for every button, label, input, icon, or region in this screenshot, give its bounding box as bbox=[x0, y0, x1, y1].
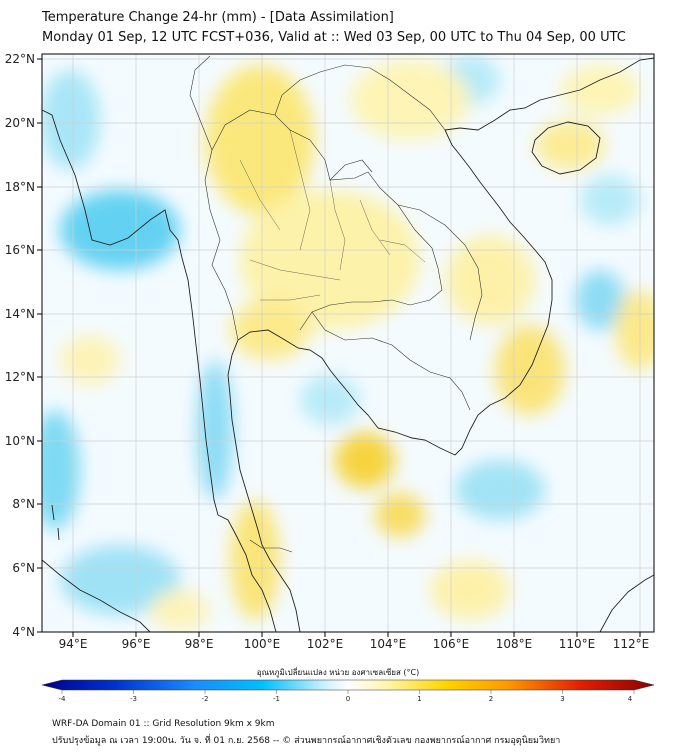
map-title: Temperature Change 24-hr (mm) - [Data As… bbox=[42, 10, 394, 25]
graticule bbox=[42, 54, 654, 632]
lat-label: 10°N bbox=[5, 434, 35, 448]
field-blob-yellow-gulf bbox=[335, 432, 395, 488]
field-blob-yellow-central bbox=[240, 190, 420, 330]
field-blob-yellow-east bbox=[495, 325, 565, 415]
malaysia-border bbox=[249, 539, 293, 553]
lon-label: 104°E bbox=[370, 637, 407, 651]
field-blob-blue-west2 bbox=[42, 410, 80, 530]
colorbar-label: 1 bbox=[417, 695, 421, 703]
lat-label: 8°N bbox=[12, 497, 35, 511]
colorbar-label: -4 bbox=[59, 695, 67, 703]
lon-ticks bbox=[72, 632, 641, 637]
field-blob-blue-sea bbox=[455, 460, 545, 520]
china-border bbox=[274, 64, 446, 131]
coastlines bbox=[42, 57, 654, 632]
peninsula-east bbox=[227, 329, 379, 632]
field-blob-yellow-peninsula bbox=[230, 500, 280, 620]
lat-label: 22°N bbox=[5, 52, 35, 66]
lat-label: 20°N bbox=[5, 116, 35, 130]
peninsula-west bbox=[217, 514, 277, 632]
lon-label: 94°E bbox=[59, 637, 88, 651]
colorbar-ticks bbox=[61, 690, 635, 694]
colorbar-label: 4 bbox=[628, 695, 633, 703]
thailand-border bbox=[211, 109, 443, 331]
cambodia-border bbox=[311, 311, 471, 411]
colorbar-label: 0 bbox=[346, 695, 350, 703]
temperature-field bbox=[42, 54, 654, 632]
footer-model-info: WRF-DA Domain 01 :: Grid Resolution 9km … bbox=[52, 719, 275, 729]
borneo-coast bbox=[599, 574, 654, 632]
lon-label: 106°E bbox=[433, 637, 470, 651]
lat-label: 18°N bbox=[5, 180, 35, 194]
china-coast bbox=[444, 57, 654, 131]
field-blob-blue-gulf bbox=[300, 375, 360, 425]
field-blob-yellow-top bbox=[350, 60, 470, 140]
cambodia-vietnam-coast bbox=[377, 129, 553, 456]
lon-label: 96°E bbox=[122, 637, 151, 651]
lon-label: 110°E bbox=[559, 637, 596, 651]
lon-label: 100°E bbox=[244, 637, 281, 651]
borders bbox=[189, 55, 483, 553]
colorbar-label: -3 bbox=[130, 695, 137, 703]
field-blob-yellow-hainan bbox=[535, 120, 605, 170]
colorbar-label: 3 bbox=[560, 695, 564, 703]
field-blob-yellow-sw bbox=[150, 590, 210, 630]
myanmar-coast bbox=[42, 109, 219, 516]
colorbar-label: 2 bbox=[489, 695, 493, 703]
laos-border bbox=[329, 159, 483, 341]
field-blob-blue-west bbox=[42, 70, 100, 170]
lat-labels: 22°N 20°N 18°N 16°N 14°N 12°N 10°N 8°N 6… bbox=[5, 52, 35, 639]
colorbar: -4 -3 -2 -1 0 1 2 3 4 bbox=[41, 679, 655, 703]
field-blob-blue-sw bbox=[60, 545, 180, 615]
lat-label: 16°N bbox=[5, 243, 35, 257]
lon-label: 102°E bbox=[307, 637, 344, 651]
hainan bbox=[531, 121, 601, 175]
colorbar-label: -1 bbox=[273, 695, 280, 703]
plot-frame bbox=[41, 53, 655, 633]
field-blob-yellow-west bbox=[60, 335, 120, 385]
lon-label: 112°E bbox=[613, 637, 650, 651]
field-blob-yellow-lower bbox=[230, 300, 310, 360]
field-blob-yellow-north bbox=[205, 65, 315, 215]
colorbar-label: -2 bbox=[202, 695, 209, 703]
map-subtitle: Monday 01 Sep, 12 UTC FCST+036, Valid at… bbox=[42, 30, 626, 45]
myanmar-thai-border bbox=[204, 149, 239, 341]
sumatra-coast bbox=[42, 559, 151, 632]
field-blob-yellow-vn bbox=[445, 235, 535, 325]
field-blob-yellow-south bbox=[430, 560, 510, 620]
myanmar-china bbox=[189, 55, 213, 151]
lat-label: 12°N bbox=[5, 370, 35, 384]
colorbar-bar bbox=[41, 679, 655, 691]
footer-credit: ปรับปรุงข้อมูล ณ เวลา 19:00น. วัน จ. ที่… bbox=[52, 736, 561, 746]
lon-label: 108°E bbox=[496, 637, 533, 651]
lon-label: 98°E bbox=[185, 637, 214, 651]
lat-label: 6°N bbox=[12, 561, 35, 575]
andaman-islands bbox=[51, 504, 60, 541]
colorbar-title: อุณหภูมิเปลี่ยนแปลง หน่วย องศาเซลเซียส (… bbox=[256, 668, 420, 677]
lon-labels: 94°E 96°E 98°E 100°E 102°E 104°E 106°E 1… bbox=[59, 637, 650, 651]
province-lines bbox=[239, 129, 426, 301]
field-blob-blue-east bbox=[575, 270, 625, 330]
field-blob-blue-ne bbox=[580, 175, 640, 225]
field-blob-blue-coast bbox=[197, 360, 233, 500]
field-blob-yellow-far-east bbox=[615, 290, 654, 370]
lat-label: 4°N bbox=[12, 625, 35, 639]
lat-ticks bbox=[37, 58, 42, 633]
field-blob-yellow-ne bbox=[560, 65, 640, 115]
field-blob-yellow-gulf2 bbox=[375, 493, 425, 537]
field-blob-blue-andaman bbox=[60, 190, 180, 270]
lat-label: 14°N bbox=[5, 307, 35, 321]
